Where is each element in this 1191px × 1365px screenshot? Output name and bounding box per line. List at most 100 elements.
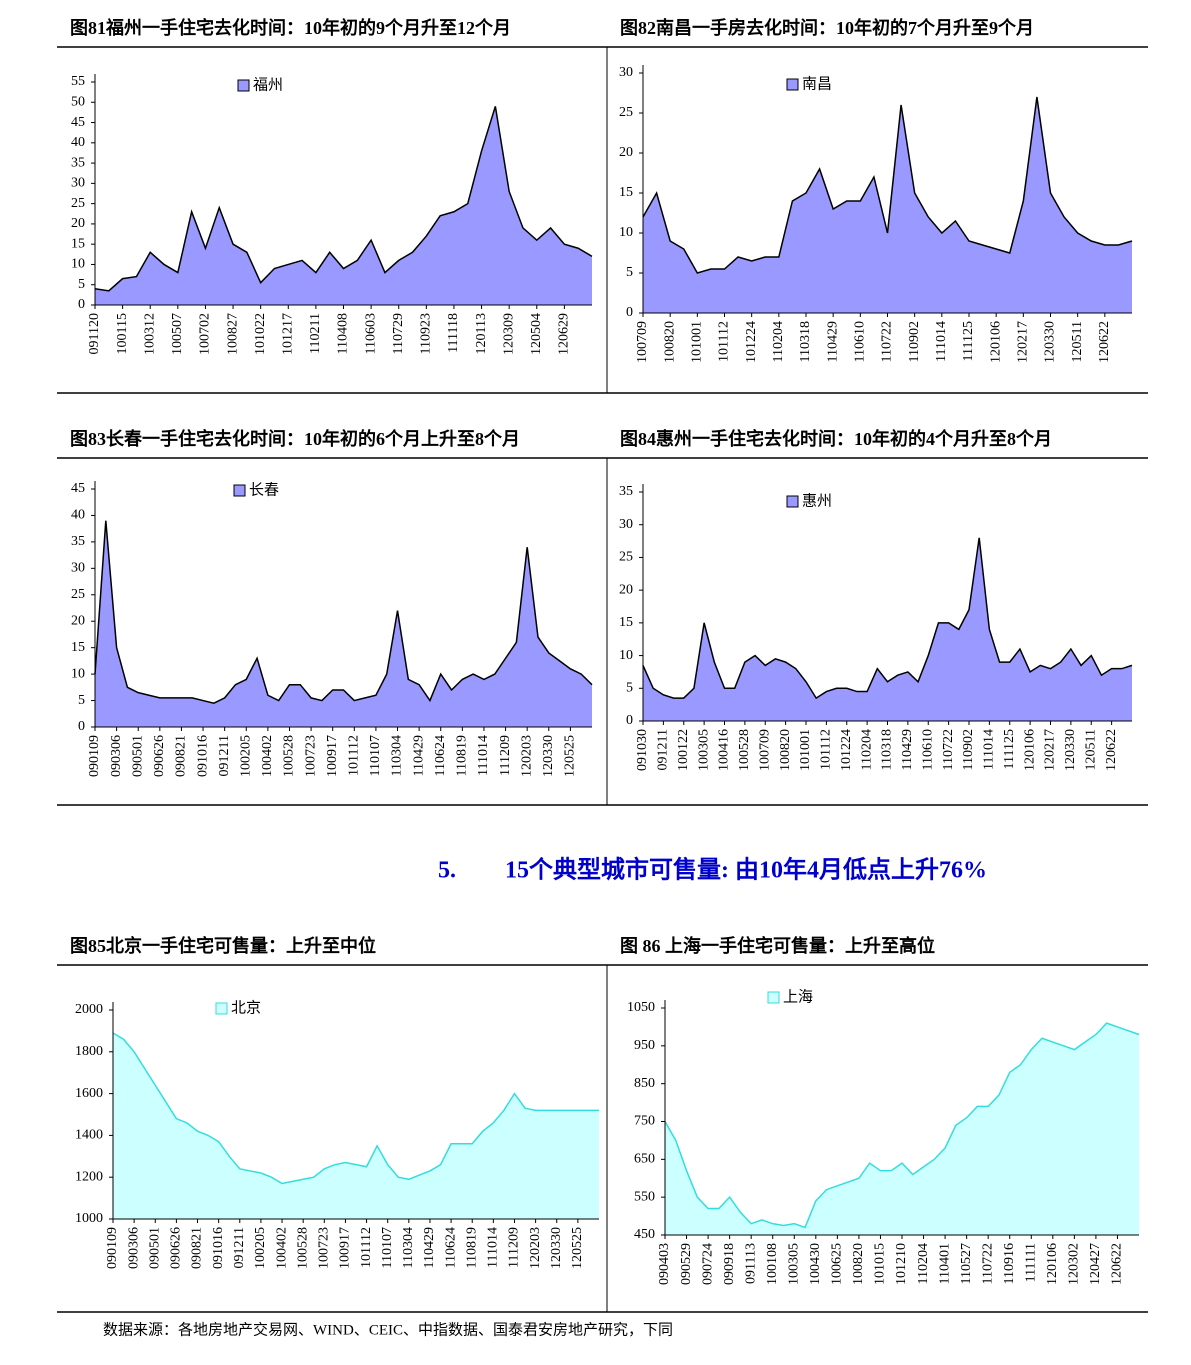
y-tick-label: 15 xyxy=(619,615,633,630)
x-tick-label: 110204 xyxy=(771,321,786,362)
x-tick-label: 120504 xyxy=(529,313,544,355)
x-tick-label: 110304 xyxy=(390,735,405,776)
x-tick-label: 090821 xyxy=(190,1227,205,1269)
x-tick-label: 110211 xyxy=(308,313,323,354)
x-tick-label: 111014 xyxy=(486,1227,501,1268)
y-tick-label: 0 xyxy=(78,719,85,734)
x-tick-label: 110429 xyxy=(422,1227,437,1268)
x-tick-label: 110408 xyxy=(336,313,351,354)
x-tick-label: 111111 xyxy=(1023,1243,1038,1282)
area xyxy=(665,1023,1139,1235)
y-tick-label: 20 xyxy=(619,582,633,597)
legend-swatch xyxy=(767,991,780,1004)
x-tick-label: 110610 xyxy=(853,321,868,362)
x-tick-label: 100917 xyxy=(338,1227,353,1269)
y-tick-label: 5 xyxy=(78,277,85,292)
y-tick-label: 950 xyxy=(634,1038,655,1053)
x-tick-label: 101112 xyxy=(819,729,834,770)
area xyxy=(95,520,592,727)
x-tick-label: 120203 xyxy=(528,1227,543,1269)
x-tick-label: 100827 xyxy=(225,313,240,355)
x-tick-label: 120113 xyxy=(474,313,489,354)
x-tick-label: 100416 xyxy=(717,729,732,771)
x-tick-label: 120203 xyxy=(519,735,534,777)
y-tick-label: 650 xyxy=(634,1152,655,1167)
chart-title: 图85北京一手住宅可售量：上升至中位 xyxy=(70,935,376,956)
x-tick-label: 090918 xyxy=(722,1243,737,1285)
y-tick-label: 35 xyxy=(619,484,633,499)
x-tick-label: 090501 xyxy=(130,735,145,777)
x-tick-label: 120427 xyxy=(1088,1243,1103,1285)
x-tick-label: 091016 xyxy=(195,735,210,777)
y-tick-label: 45 xyxy=(71,115,85,130)
area-edge xyxy=(112,1032,599,1185)
y-tick-label: 15 xyxy=(71,236,85,251)
x-tick-label: 090626 xyxy=(152,735,167,777)
x-tick-label: 120309 xyxy=(501,313,516,355)
chart-title: 图84惠州一手住宅去化时间：10年初的4个月升至8个月 xyxy=(620,428,1052,449)
x-tick-label: 111125 xyxy=(1002,729,1017,769)
x-tick-label: 110722 xyxy=(880,321,895,362)
x-tick-label: 110429 xyxy=(411,735,426,776)
x-tick-label: 111125 xyxy=(961,321,976,361)
x-tick-label: 110722 xyxy=(941,729,956,770)
y-tick-label: 25 xyxy=(71,196,85,211)
x-tick-label: 090529 xyxy=(679,1243,694,1285)
x-tick-label: 120106 xyxy=(988,321,1003,363)
x-tick-label: 120330 xyxy=(1043,321,1058,363)
x-tick-label: 111209 xyxy=(507,1227,522,1268)
y-tick-label: 25 xyxy=(71,587,85,602)
section-heading: 15个典型城市可售量: 由10年4月低点上升76% xyxy=(505,856,987,884)
y-tick-label: 10 xyxy=(619,648,633,663)
legend-label: 上海 xyxy=(783,988,813,1005)
chart-title: 图81福州一手住宅去化时间：10年初的9个月升至12个月 xyxy=(70,17,511,38)
legend-swatch xyxy=(786,78,799,91)
x-tick-label: 110318 xyxy=(880,729,895,770)
x-tick-label: 100205 xyxy=(238,735,253,777)
y-tick-label: 1800 xyxy=(75,1044,103,1059)
area-edge xyxy=(642,537,1133,700)
x-tick-label: 110729 xyxy=(391,313,406,354)
y-tick-label: 25 xyxy=(619,105,633,120)
y-tick-label: 5 xyxy=(626,681,633,696)
x-tick-label: 101112 xyxy=(359,1227,374,1268)
x-tick-label: 110107 xyxy=(368,735,383,776)
x-tick-label: 110819 xyxy=(464,1227,479,1268)
x-tick-label: 100723 xyxy=(303,735,318,777)
area-edge xyxy=(664,1022,1140,1229)
chart-title: 图82南昌一手房去化时间：10年初的7个月升至9个月 xyxy=(620,17,1034,38)
x-tick-label: 100723 xyxy=(317,1227,332,1269)
y-tick-label: 55 xyxy=(71,74,85,89)
area-edge xyxy=(642,96,1133,274)
y-tick-label: 750 xyxy=(634,1114,655,1129)
x-tick-label: 110527 xyxy=(959,1243,974,1284)
area xyxy=(643,97,1132,313)
x-tick-label: 120106 xyxy=(1022,729,1037,771)
y-tick-label: 40 xyxy=(71,508,85,523)
x-tick-label: 100528 xyxy=(737,729,752,771)
x-tick-label: 110304 xyxy=(401,1227,416,1268)
x-tick-label: 120622 xyxy=(1110,1243,1125,1285)
x-tick-label: 120330 xyxy=(541,735,556,777)
y-tick-label: 20 xyxy=(71,216,85,231)
x-tick-label: 100312 xyxy=(142,313,157,355)
x-tick-label: 120217 xyxy=(1043,729,1058,771)
y-tick-label: 450 xyxy=(634,1227,655,1242)
y-tick-label: 1000 xyxy=(75,1211,103,1226)
x-tick-label: 100122 xyxy=(676,729,691,771)
x-tick-label: 101224 xyxy=(839,729,854,771)
x-tick-label: 101015 xyxy=(873,1243,888,1285)
chart-title: 图83长春一手住宅去化时间：10年初的6个月上升至8个月 xyxy=(70,428,520,449)
x-tick-label: 090821 xyxy=(174,735,189,777)
y-tick-label: 1050 xyxy=(627,1000,655,1015)
y-tick-label: 0 xyxy=(626,305,633,320)
x-tick-label: 110902 xyxy=(961,729,976,770)
x-tick-label: 100820 xyxy=(662,321,677,363)
y-tick-label: 30 xyxy=(71,561,85,576)
x-tick-label: 111014 xyxy=(476,735,491,776)
x-tick-label: 110916 xyxy=(1002,1243,1017,1284)
y-tick-label: 10 xyxy=(619,225,633,240)
x-tick-label: 101224 xyxy=(744,321,759,363)
y-tick-label: 0 xyxy=(626,713,633,728)
